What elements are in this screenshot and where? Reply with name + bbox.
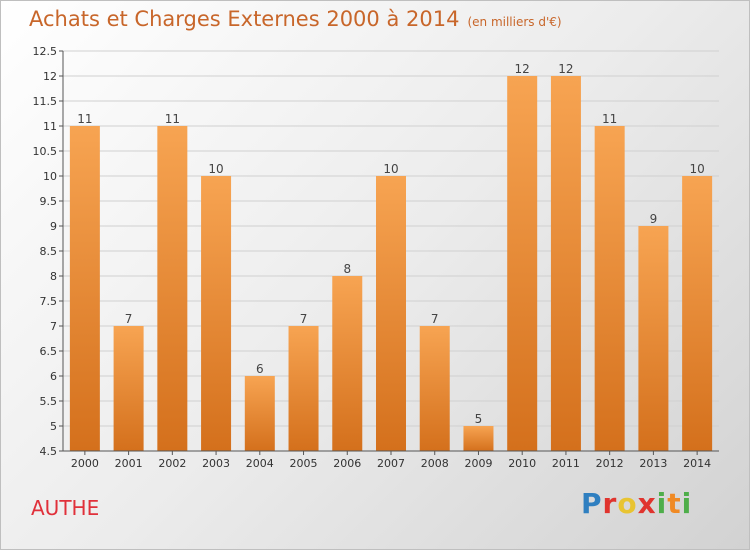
bar-2012 bbox=[594, 126, 625, 451]
y-tick-label: 10.5 bbox=[33, 145, 58, 158]
chart-title: Achats et Charges Externes 2000 à 2014 (e… bbox=[29, 7, 562, 31]
data-label-2014: 10 bbox=[689, 162, 704, 176]
data-label-2006: 8 bbox=[343, 262, 351, 276]
y-tick-label: 9.5 bbox=[40, 195, 58, 208]
y-tick-label: 6 bbox=[50, 370, 57, 383]
bar-2013 bbox=[638, 226, 669, 451]
data-label-2004: 6 bbox=[256, 362, 264, 376]
data-label-2003: 10 bbox=[208, 162, 223, 176]
x-tick-label-2007: 2007 bbox=[377, 457, 405, 470]
data-label-2005: 7 bbox=[300, 312, 308, 326]
data-label-2010: 12 bbox=[515, 62, 530, 76]
data-label-2007: 10 bbox=[383, 162, 398, 176]
bar-2003 bbox=[201, 176, 232, 451]
y-tick-label: 5.5 bbox=[40, 395, 58, 408]
bar-2014 bbox=[682, 176, 713, 451]
bar-2007 bbox=[376, 176, 406, 451]
bar-2004 bbox=[244, 376, 275, 451]
data-label-2002: 11 bbox=[165, 112, 180, 126]
bar-2011 bbox=[550, 76, 581, 451]
y-tick-label: 10 bbox=[43, 170, 57, 183]
data-label-2012: 11 bbox=[602, 112, 617, 126]
x-tick-label-2012: 2012 bbox=[596, 457, 624, 470]
data-label-2011: 12 bbox=[558, 62, 573, 76]
commune-name: AUTHE bbox=[31, 496, 100, 520]
x-tick-label-2001: 2001 bbox=[115, 457, 143, 470]
bar-2001 bbox=[113, 326, 144, 451]
y-tick-label: 8 bbox=[50, 270, 57, 283]
y-tick-label: 11.5 bbox=[33, 95, 58, 108]
bars bbox=[69, 76, 713, 451]
bar-2009 bbox=[463, 426, 494, 451]
y-tick-label: 12 bbox=[43, 70, 57, 83]
bar-2002 bbox=[157, 126, 188, 451]
data-label-2009: 5 bbox=[475, 412, 483, 426]
chart-title-text: Achats et Charges Externes 2000 à 2014 bbox=[29, 7, 460, 31]
y-tick-label: 5 bbox=[50, 420, 57, 433]
y-tick-label: 12.5 bbox=[33, 45, 58, 58]
y-tick-label: 11 bbox=[43, 120, 57, 133]
x-tick-label-2009: 2009 bbox=[464, 457, 492, 470]
y-tick-label: 7.5 bbox=[40, 295, 58, 308]
x-tick-label-2010: 2010 bbox=[508, 457, 536, 470]
x-tick-label-2000: 2000 bbox=[71, 457, 99, 470]
x-tick-label-2005: 2005 bbox=[290, 457, 318, 470]
data-label-2008: 7 bbox=[431, 312, 439, 326]
data-label-2000: 11 bbox=[77, 112, 92, 126]
bar-2008 bbox=[419, 326, 450, 451]
x-tick-label-2014: 2014 bbox=[683, 457, 711, 470]
y-tick-label: 7 bbox=[50, 320, 57, 333]
axes bbox=[59, 50, 719, 455]
bar-2006 bbox=[332, 276, 363, 451]
bar-2000 bbox=[69, 126, 100, 451]
labels: 4.5 5 5.5 6 6.5 7 7.5 8 8.5 9 9.5 10 10.5 11 11.5 12 12.… bbox=[33, 45, 712, 470]
data-label-2001: 7 bbox=[125, 312, 133, 326]
data-label-2013: 9 bbox=[650, 212, 658, 226]
y-tick-label: 6.5 bbox=[40, 345, 58, 358]
x-tick-label-2003: 2003 bbox=[202, 457, 230, 470]
x-tick-label-2004: 2004 bbox=[246, 457, 274, 470]
y-tick-label: 8.5 bbox=[40, 245, 58, 258]
x-tick-label-2006: 2006 bbox=[333, 457, 361, 470]
y-tick-label: 4.5 bbox=[40, 445, 58, 458]
x-tick-label-2008: 2008 bbox=[421, 457, 449, 470]
x-tick-label-2011: 2011 bbox=[552, 457, 580, 470]
proxiti-logo[interactable]: Proxiti bbox=[581, 487, 693, 520]
x-tick-label-2002: 2002 bbox=[158, 457, 186, 470]
bar-2010 bbox=[507, 76, 538, 451]
bar-2005 bbox=[288, 326, 319, 451]
x-tick-label-2013: 2013 bbox=[639, 457, 667, 470]
chart-subtitle: (en milliers d'€) bbox=[467, 15, 562, 29]
y-tick-label: 9 bbox=[50, 220, 57, 233]
